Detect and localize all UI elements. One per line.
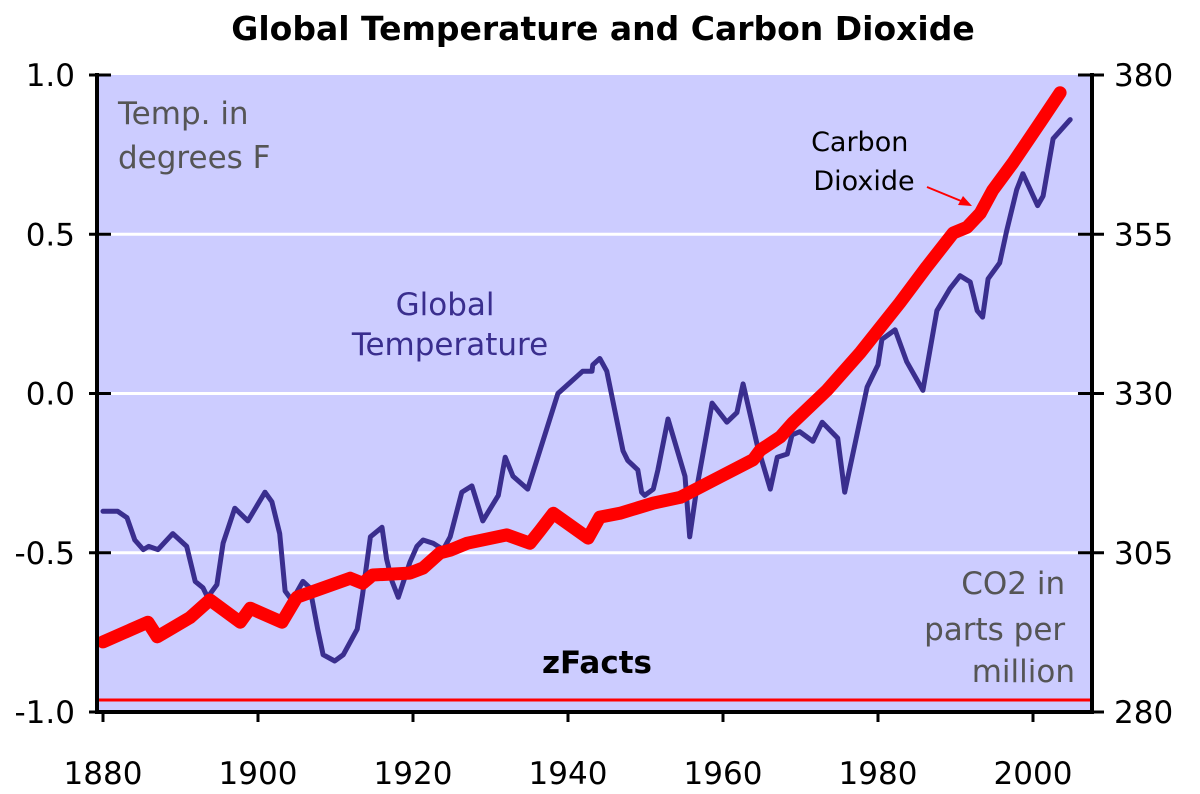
co2-units-label: CO2 in parts per million [924,566,1075,690]
y-left-tick-label: -0.5 [15,536,76,572]
temperature-series-label: Global Temperature [351,287,548,363]
temp-units-label: Temp. in degrees F [117,96,270,176]
x-tick-label: 2000 [994,756,1073,792]
x-tick-label: 1880 [64,756,143,792]
x-tick-label: 1920 [374,756,453,792]
co2-arrow [926,186,972,206]
y-right-tick-label: 280 [1114,695,1173,731]
temperature-series-line [100,117,1073,664]
y-left-tick-label: 1.0 [26,58,75,94]
x-tick-label: 1960 [684,756,763,792]
x-tick-label: 1900 [219,756,298,792]
co2-series-line [96,86,1067,649]
y-right-tick-label: 355 [1114,217,1173,253]
y-right-tick-label: 330 [1114,377,1173,413]
chart-title: Global Temperature and Carbon Dioxide [231,9,975,48]
x-tick-label: 1980 [839,756,918,792]
y-right-tick-label: 305 [1114,536,1173,572]
source-label: zFacts [542,645,652,681]
y-left-tick-label: -1.0 [15,695,76,731]
y-left-tick-label: 0.5 [26,217,75,253]
x-tick-label: 1940 [529,756,608,792]
y-left-tick-label: 0.0 [26,377,75,413]
y-right-tick-label: 380 [1114,58,1173,94]
co2-series-label: Carbon Dioxide [811,127,917,197]
